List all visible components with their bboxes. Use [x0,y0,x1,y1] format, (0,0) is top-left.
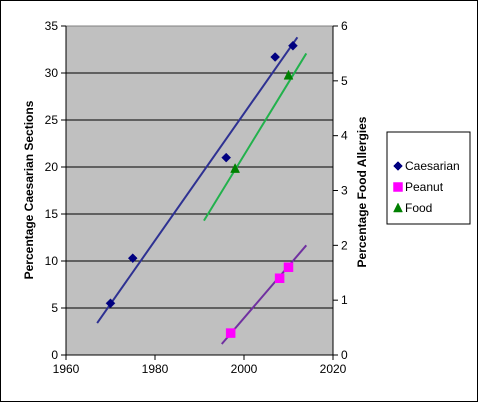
trendlines [96,36,308,345]
legend: Caesarian Peanut Food [386,131,471,225]
y-right-tick-label: 5 [341,74,348,88]
data-point-caesarian [105,298,116,309]
data-point-caesarian [127,253,138,264]
trendline-peanut [220,244,308,345]
y-left-tick-label: 20 [45,160,59,174]
data-point-caesarian [221,152,232,163]
data-points [105,40,298,338]
y-axis-label-right: Percentage Food Allergies [355,116,369,267]
legend-label-caesarian: Caesarian [405,159,460,173]
data-point-peanut [283,262,294,273]
y-right-tick-label: 0 [341,348,348,362]
legend-marker-food [393,202,403,213]
y-left-tick-label: 0 [51,348,58,362]
y-right-tick-label: 6 [341,19,348,33]
y-left-tick-label: 30 [45,66,59,80]
trendline-food [203,52,308,222]
legend-label-peanut: Peanut [405,180,444,194]
data-point-caesarian [270,52,281,62]
y-axis-label-left: Percentage Caesarian Sections [22,100,36,279]
axes: 0 5 10 15 20 25 30 35 0 1 2 3 4 5 6 1960 1980 2000 2020 [45,19,348,376]
y-left-tick-label: 10 [45,254,59,268]
y-right-tick-label: 1 [341,293,348,307]
x-tick-label: 2000 [231,362,258,376]
trendline-caesarian [96,36,299,324]
legend-marker-peanut [393,182,403,192]
data-point-caesarian [288,40,298,51]
x-tick-label: 1980 [142,362,169,376]
y-right-tick-label: 3 [341,184,348,198]
legend-marker-caesarian [393,161,403,171]
y-left-tick-label: 15 [45,207,59,221]
data-point-food [230,163,241,173]
data-point-peanut [274,273,285,283]
y-left-tick-label: 5 [51,301,58,315]
y-left-tick-label: 25 [45,113,59,127]
x-tick-label: 2020 [320,362,347,376]
legend-label-food: Food [405,201,432,215]
data-point-food [283,69,294,80]
y-right-tick-label: 4 [341,129,348,143]
data-point-peanut [225,328,236,338]
x-tick-label: 1960 [53,362,80,376]
y-left-tick-label: 35 [45,19,59,33]
y-right-tick-label: 2 [341,238,348,252]
